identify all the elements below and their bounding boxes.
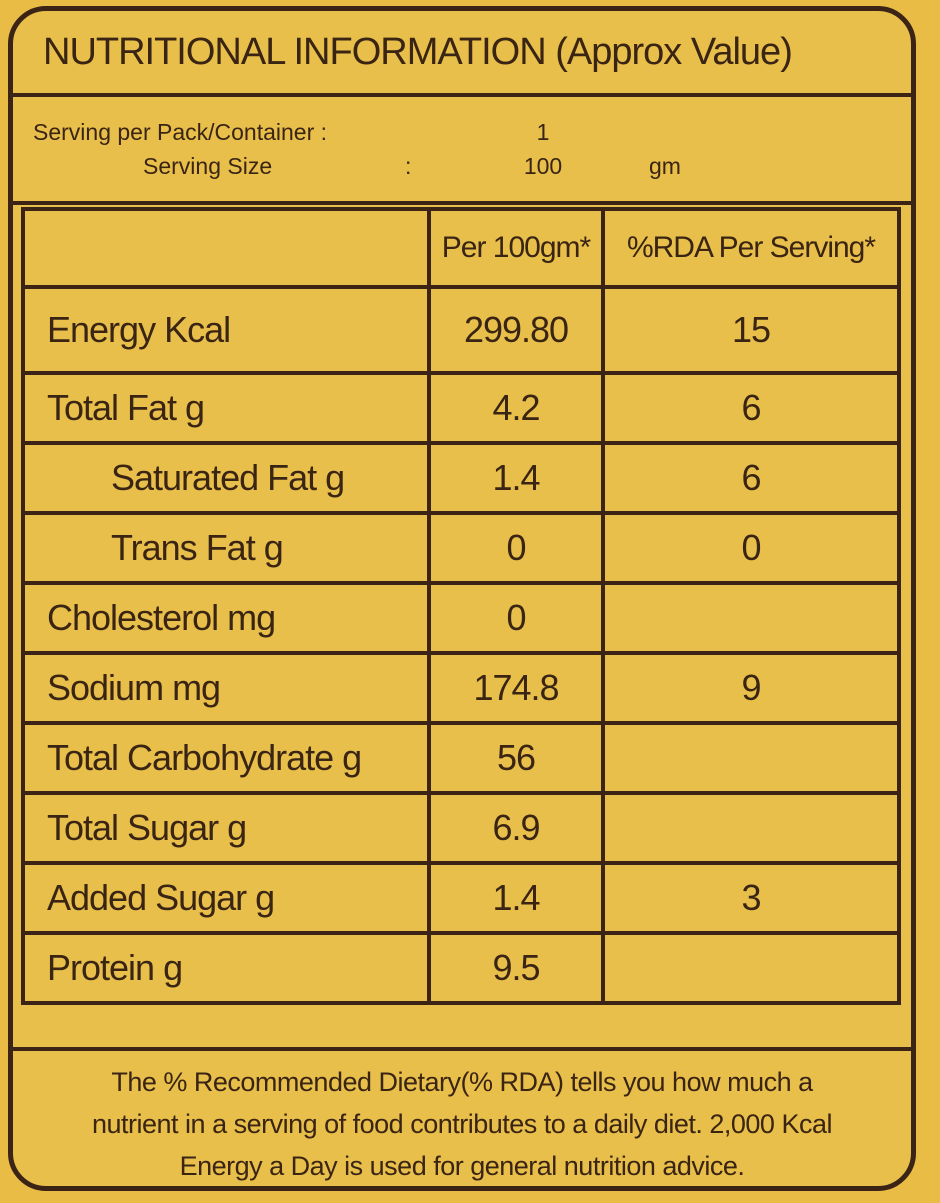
serving-size-colon: :: [405, 153, 412, 179]
nutrient-rda: [601, 721, 901, 795]
nutrient-name: Energy Kcal: [21, 285, 431, 375]
nutrient-per-100: 4.2: [427, 371, 605, 445]
nutrient-rda: 15: [601, 285, 901, 375]
footnote-line: The % Recommended Dietary(% RDA) tells y…: [111, 1067, 813, 1097]
header-rda: %RDA Per Serving*: [601, 207, 901, 289]
nutrient-rda: [601, 791, 901, 865]
nutrient-name: Total Carbohydrate g: [21, 721, 431, 795]
table-row: Sodium mg 174.8 9: [21, 651, 901, 725]
nutrient-per-100: 9.5: [427, 931, 605, 1005]
serving-info: Serving per Pack/Container : 1 Serving S…: [13, 97, 911, 205]
table-row: Saturated Fat g 1.4 6: [21, 441, 901, 515]
nutrient-per-100: 6.9: [427, 791, 605, 865]
nutrient-rda: 6: [601, 371, 901, 445]
nutrient-per-100: 299.80: [427, 285, 605, 375]
nutrient-per-100: 0: [427, 511, 605, 585]
serving-size-unit: gm: [649, 153, 681, 179]
nutrient-rda: 3: [601, 861, 901, 935]
nutrient-name: Total Fat g: [21, 371, 431, 445]
footnote-line: nutrient in a serving of food contribute…: [92, 1109, 832, 1139]
table-row: Trans Fat g 0 0: [21, 511, 901, 585]
nutrition-table: Per 100gm* %RDA Per Serving* Energy Kcal…: [21, 207, 901, 1005]
nutrient-name: Protein g: [21, 931, 431, 1005]
nutrient-name: Added Sugar g: [21, 861, 431, 935]
nutrition-label: NUTRITIONAL INFORMATION (Approx Value) S…: [8, 6, 916, 1191]
table-header-row: Per 100gm* %RDA Per Serving*: [21, 207, 901, 289]
rda-footnote: The % Recommended Dietary(% RDA) tells y…: [13, 1047, 911, 1186]
nutrient-per-100: 56: [427, 721, 605, 795]
serving-per-pack-row: Serving per Pack/Container : 1: [13, 119, 911, 153]
header-per-100: Per 100gm*: [427, 207, 605, 289]
serving-per-pack-label: Serving per Pack/Container :: [33, 119, 328, 145]
nutrient-per-100: 0: [427, 581, 605, 655]
serving-size-label: Serving Size: [143, 153, 273, 179]
nutrient-name: Sodium mg: [21, 651, 431, 725]
table-row: Total Sugar g 6.9: [21, 791, 901, 865]
footnote-line: Energy a Day is used for general nutriti…: [179, 1151, 745, 1181]
nutrient-rda: 0: [601, 511, 901, 585]
table-row: Total Carbohydrate g 56: [21, 721, 901, 795]
table-row: Protein g 9.5: [21, 931, 901, 1005]
nutrient-per-100: 1.4: [427, 441, 605, 515]
table-row: Added Sugar g 1.4 3: [21, 861, 901, 935]
nutrient-rda: [601, 581, 901, 655]
table-row: Total Fat g 4.2 6: [21, 371, 901, 445]
nutrient-rda: 9: [601, 651, 901, 725]
nutrient-per-100: 1.4: [427, 861, 605, 935]
serving-size-value: 100: [523, 153, 563, 179]
label-title: NUTRITIONAL INFORMATION (Approx Value): [13, 11, 911, 97]
table-row: Energy Kcal 299.80 15: [21, 285, 901, 375]
serving-size-row: Serving Size : 100 gm: [13, 153, 911, 187]
serving-per-pack-value: 1: [536, 119, 550, 145]
nutrient-rda: [601, 931, 901, 1005]
header-blank-cell: [21, 207, 431, 289]
nutrient-name: Trans Fat g: [21, 511, 431, 585]
nutrient-name: Cholesterol mg: [21, 581, 431, 655]
nutrient-name: Total Sugar g: [21, 791, 431, 865]
nutrient-rda: 6: [601, 441, 901, 515]
table-row: Cholesterol mg 0: [21, 581, 901, 655]
nutrient-name: Saturated Fat g: [21, 441, 431, 515]
nutrient-per-100: 174.8: [427, 651, 605, 725]
